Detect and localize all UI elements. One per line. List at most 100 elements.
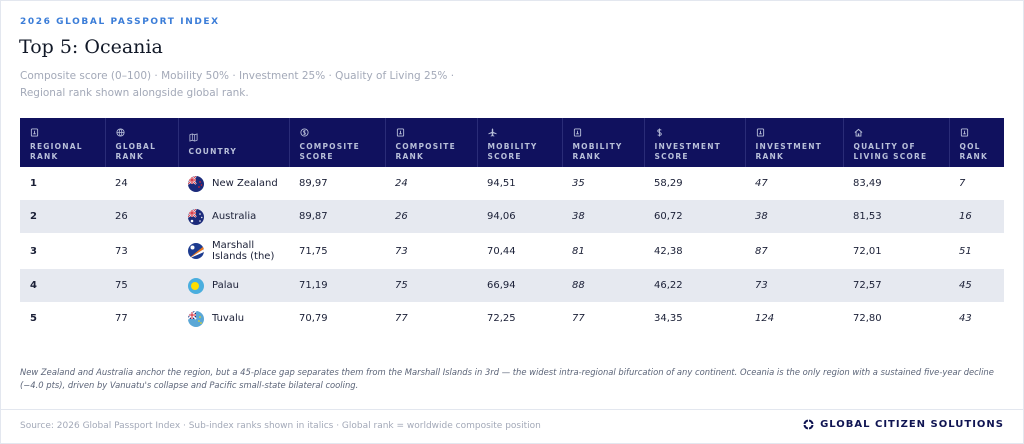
global-rank-cell: 26 <box>115 211 128 222</box>
rank-icon <box>960 127 968 137</box>
country-name: New Zealand <box>212 178 278 189</box>
investment-rank-cell: 73 <box>755 280 768 291</box>
col-label: COMPOSITE SCORE <box>299 141 360 161</box>
investment-score-cell: 42,38 <box>654 245 683 257</box>
coin-icon <box>299 127 309 137</box>
country-name: Palau <box>212 280 239 291</box>
rank-icon <box>573 127 581 137</box>
analysis-note: New Zealand and Australia anchor the reg… <box>20 367 994 390</box>
investment-rank-cell: 87 <box>755 245 768 257</box>
subtitle-line-2: Regional rank shown alongside global ran… <box>20 87 249 99</box>
flag-marshall-islands-icon <box>188 243 204 259</box>
composite-score-cell: 70,79 <box>299 313 328 324</box>
logo-mark-icon <box>803 419 814 430</box>
table-row[interactable]: 2 26 Australia 89,87 26 94,06 38 60,72 3… <box>20 200 1004 233</box>
regional-rank-cell: 2 <box>30 211 37 222</box>
investment-rank-cell: 124 <box>755 313 775 324</box>
qol-rank-cell: 16 <box>959 211 972 222</box>
country-cell: Marshall Islands (the) <box>178 233 289 269</box>
investment-score-cell: 34,35 <box>654 313 683 324</box>
qol-rank-cell: 43 <box>959 313 972 324</box>
table-row[interactable]: 4 75 Palau 71,19 75 66,94 88 46,22 73 72… <box>20 269 1004 302</box>
col-global-rank[interactable]: GLOBAL RANK <box>104 118 178 167</box>
globe-icon <box>115 127 125 137</box>
country-cell: New Zealand <box>178 167 289 200</box>
mobility-score-cell: 72,25 <box>487 313 516 324</box>
col-mobility-rank[interactable]: MOBILITY RANK <box>561 118 644 167</box>
col-label: QOL RANK <box>959 141 988 161</box>
col-country[interactable]: COUNTRY <box>177 118 289 167</box>
regional-rank-cell: 3 <box>30 245 37 257</box>
col-label: MOBILITY SCORE <box>487 141 538 161</box>
col-label: INVESTMENT RANK <box>755 141 822 161</box>
flag-new-zealand-icon <box>188 175 204 192</box>
flag-palau-icon <box>188 277 204 294</box>
footer-divider <box>0 409 1024 410</box>
country-cell: Palau <box>178 269 289 302</box>
rank-icon <box>396 127 404 137</box>
composite-score-cell: 71,75 <box>299 245 328 257</box>
qol-score-cell: 83,49 <box>853 178 882 189</box>
qol-rank-cell: 51 <box>959 245 972 257</box>
mobility-rank-cell: 38 <box>572 211 585 222</box>
col-qol-score[interactable]: QUALITY OF LIVING SCORE <box>842 118 949 167</box>
table-row[interactable]: 1 24 New Zealand 89,97 24 94,51 35 58,29… <box>20 167 1004 200</box>
composite-score-cell: 89,87 <box>299 211 328 222</box>
table-row[interactable]: 5 77 Tuvalu 70,79 77 72,25 77 34,35 124 … <box>20 302 1004 335</box>
investment-rank-cell: 47 <box>755 178 768 189</box>
qol-score-cell: 72,01 <box>853 245 882 257</box>
investment-rank-cell: 38 <box>755 211 768 222</box>
composite-rank-cell: 26 <box>395 211 408 222</box>
home-icon <box>854 128 862 137</box>
qol-rank-cell: 45 <box>959 280 972 291</box>
investment-score-cell: 60,72 <box>654 211 683 222</box>
page-title: Top 5: Oceania <box>19 36 163 58</box>
global-rank-cell: 24 <box>115 178 128 189</box>
logo-text: GLOBAL CITIZEN SOLUTIONS <box>820 419 1004 430</box>
regional-rank-cell: 1 <box>30 178 37 189</box>
rank-icon <box>756 127 764 137</box>
composite-rank-cell: 75 <box>395 280 408 291</box>
qol-score-cell: 72,80 <box>853 313 882 324</box>
investment-score-cell: 58,29 <box>654 178 683 189</box>
col-investment-score[interactable]: INVESTMENT SCORE <box>643 118 745 167</box>
regional-rank-cell: 4 <box>30 280 37 291</box>
col-composite-score[interactable]: COMPOSITE SCORE <box>288 118 385 167</box>
composite-score-cell: 89,97 <box>299 178 328 189</box>
eyebrow-label: 2026 GLOBAL PASSPORT INDEX <box>20 17 220 27</box>
col-label: MOBILITY RANK <box>572 141 623 161</box>
country-name: Marshall Islands (the) <box>212 240 275 262</box>
mobility-score-cell: 66,94 <box>487 280 516 291</box>
composite-rank-cell: 77 <box>395 313 408 324</box>
country-cell: Tuvalu <box>178 302 289 335</box>
col-investment-rank[interactable]: INVESTMENT RANK <box>744 118 843 167</box>
col-label: COUNTRY <box>188 146 238 156</box>
qol-score-cell: 81,53 <box>853 211 882 222</box>
mobility-score-cell: 94,51 <box>487 178 516 189</box>
col-label: REGIONAL RANK <box>30 141 83 161</box>
col-label: GLOBAL RANK <box>115 141 157 161</box>
col-qol-rank[interactable]: QOL RANK <box>948 118 1004 167</box>
flag-tuvalu-icon <box>188 310 204 327</box>
brand-logo[interactable]: GLOBAL CITIZEN SOLUTIONS <box>803 419 1004 430</box>
col-composite-rank[interactable]: COMPOSITE RANK <box>384 118 477 167</box>
rank-icon <box>30 127 39 137</box>
mobility-score-cell: 94,06 <box>487 211 516 222</box>
mobility-rank-cell: 77 <box>572 313 585 324</box>
qol-score-cell: 72,57 <box>853 280 882 291</box>
table-row[interactable]: 3 73 Marshall Islands (the) 71,75 73 70,… <box>20 233 1004 269</box>
investment-score-cell: 46,22 <box>654 280 683 291</box>
col-mobility-score[interactable]: MOBILITY SCORE <box>476 118 562 167</box>
global-rank-cell: 73 <box>115 245 128 257</box>
global-rank-cell: 77 <box>115 313 128 324</box>
country-name: Australia <box>212 211 257 222</box>
source-note: Source: 2026 Global Passport Index · Sub… <box>20 421 541 431</box>
subtitle-line-1: Composite score (0–100) · Mobility 50% ·… <box>20 70 455 82</box>
composite-rank-cell: 73 <box>395 245 408 257</box>
dollar-icon <box>656 127 662 137</box>
ranking-table: REGIONAL RANK GLOBAL RANK COUNTRY COMPOS… <box>20 118 1004 335</box>
country-cell: Australia <box>178 200 289 233</box>
composite-score-cell: 71,19 <box>299 280 328 291</box>
col-regional-rank[interactable]: REGIONAL RANK <box>20 118 105 167</box>
mobility-score-cell: 70,44 <box>487 245 516 257</box>
